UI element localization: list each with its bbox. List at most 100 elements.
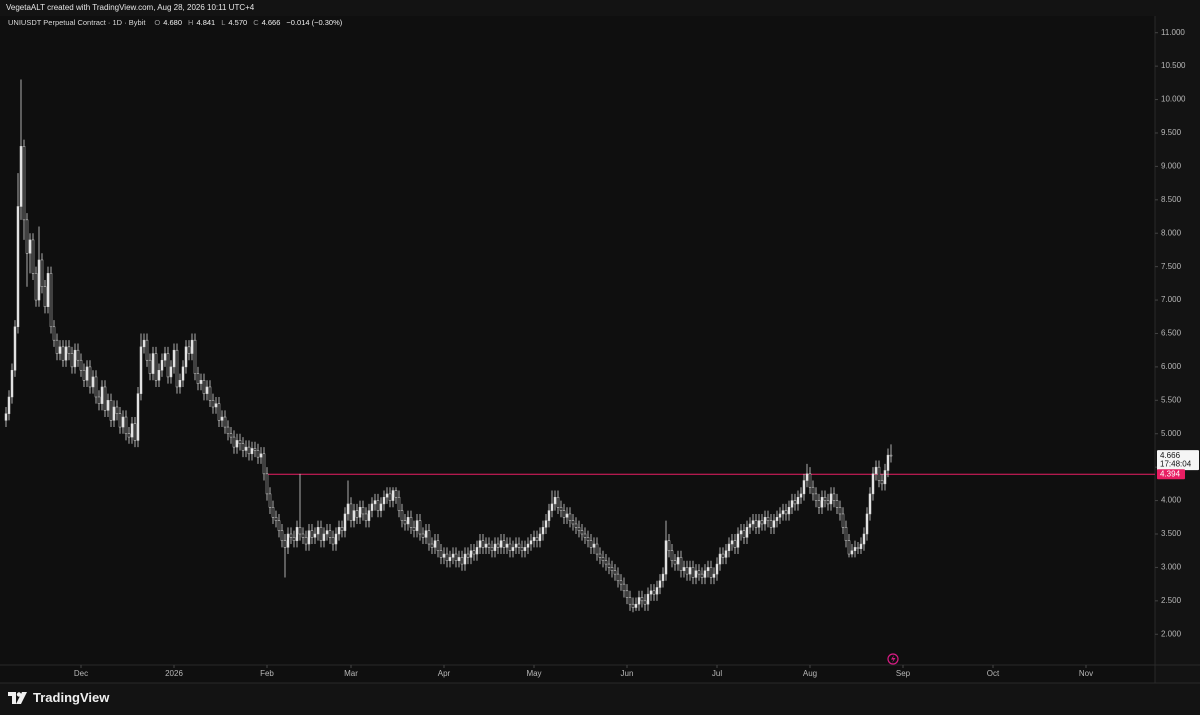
candle-body bbox=[412, 527, 416, 531]
x-tick-label: Dec bbox=[74, 669, 88, 678]
candle-body bbox=[367, 510, 371, 521]
candle-body bbox=[106, 400, 110, 411]
candle-body bbox=[823, 496, 827, 501]
candle-body bbox=[481, 540, 485, 548]
candle-body bbox=[220, 416, 224, 421]
candle-body bbox=[769, 520, 773, 528]
candle-body bbox=[385, 493, 389, 498]
candle-body bbox=[64, 346, 68, 361]
legend-value: 4.666 bbox=[261, 18, 281, 27]
candle-body bbox=[727, 543, 731, 551]
candle-body bbox=[601, 557, 605, 561]
candle-body bbox=[415, 520, 419, 531]
candle-body bbox=[28, 239, 32, 254]
candle-body bbox=[454, 553, 458, 561]
y-tick-label: 3.000 bbox=[1161, 563, 1182, 572]
candle-body bbox=[874, 466, 878, 475]
candle-body bbox=[457, 557, 461, 561]
candle-body bbox=[568, 513, 572, 521]
candle-body bbox=[205, 386, 209, 394]
candle-body bbox=[424, 530, 428, 538]
candle-body bbox=[502, 540, 506, 548]
candle-body bbox=[214, 403, 218, 408]
candle-body bbox=[805, 473, 809, 481]
candle-body bbox=[478, 540, 482, 548]
candle-body bbox=[226, 426, 230, 434]
candle-body bbox=[25, 219, 29, 254]
candle-body bbox=[838, 507, 842, 515]
candle-body bbox=[235, 440, 239, 448]
candle-body bbox=[628, 597, 632, 605]
candle-body bbox=[634, 603, 638, 608]
candle-body bbox=[352, 510, 356, 521]
candle-body bbox=[436, 540, 440, 551]
candle-body bbox=[154, 353, 158, 381]
candle-body bbox=[448, 557, 452, 561]
candle-body bbox=[109, 400, 113, 421]
candle-body bbox=[61, 346, 65, 361]
candle-body bbox=[31, 239, 35, 274]
y-tick-label: 5.500 bbox=[1161, 395, 1182, 404]
x-tick-label: Nov bbox=[1079, 669, 1093, 678]
candle-body bbox=[631, 603, 635, 608]
y-tick-label: 8.000 bbox=[1161, 228, 1182, 237]
candle-body bbox=[304, 537, 308, 545]
candle-body bbox=[196, 373, 200, 384]
candle-body bbox=[19, 146, 23, 207]
candle-body bbox=[556, 496, 560, 508]
candle-body bbox=[178, 380, 182, 388]
y-tick-label: 10.000 bbox=[1161, 95, 1186, 104]
candle-body bbox=[517, 543, 521, 548]
candle-body bbox=[238, 440, 242, 445]
candle-body bbox=[133, 423, 137, 441]
candle-body bbox=[616, 573, 620, 582]
y-tick-label: 5.000 bbox=[1161, 429, 1182, 438]
candle-body bbox=[658, 580, 662, 588]
candle-body bbox=[202, 380, 206, 394]
candle-body bbox=[307, 530, 311, 545]
candle-body bbox=[859, 543, 863, 549]
candle-body bbox=[460, 557, 464, 565]
x-tick-label: Oct bbox=[987, 669, 1000, 678]
candle-body bbox=[337, 527, 341, 535]
candle-body bbox=[184, 346, 188, 368]
candle-body bbox=[622, 583, 626, 592]
candle-body bbox=[316, 527, 320, 535]
candle-body bbox=[37, 259, 41, 301]
candle-body bbox=[208, 386, 212, 401]
candle-body bbox=[13, 326, 17, 371]
credit: VegetaALT created with TradingView.com, … bbox=[6, 3, 255, 12]
plot-background bbox=[0, 16, 1155, 683]
candle-body bbox=[667, 540, 671, 551]
candle-body bbox=[97, 396, 101, 404]
candle-body bbox=[70, 353, 74, 368]
alert-icon bbox=[887, 653, 899, 665]
candle-body bbox=[430, 543, 434, 548]
candle-body bbox=[484, 543, 488, 548]
candle-body bbox=[499, 540, 503, 548]
candle-body bbox=[187, 346, 191, 354]
candle-body bbox=[283, 540, 287, 548]
candle-body bbox=[730, 540, 734, 545]
candle-body bbox=[799, 493, 803, 498]
candle-body bbox=[592, 543, 596, 548]
candle-body bbox=[472, 550, 476, 555]
candle-body bbox=[253, 448, 257, 451]
candle-body bbox=[16, 206, 20, 328]
candle-body bbox=[169, 366, 173, 378]
candle-body bbox=[328, 530, 332, 538]
candle-body bbox=[733, 540, 737, 548]
candle-body bbox=[808, 473, 812, 488]
candle-body bbox=[523, 547, 527, 551]
candle-body bbox=[826, 500, 830, 505]
candle-body bbox=[262, 453, 266, 475]
candle-body bbox=[391, 490, 395, 501]
candle-body bbox=[388, 493, 392, 501]
candle-body bbox=[55, 339, 59, 354]
candle-body bbox=[463, 553, 467, 565]
brand-logo bbox=[8, 691, 27, 704]
candle-body bbox=[574, 523, 578, 528]
legend-key: O bbox=[154, 18, 161, 27]
candle-body bbox=[886, 454, 890, 471]
